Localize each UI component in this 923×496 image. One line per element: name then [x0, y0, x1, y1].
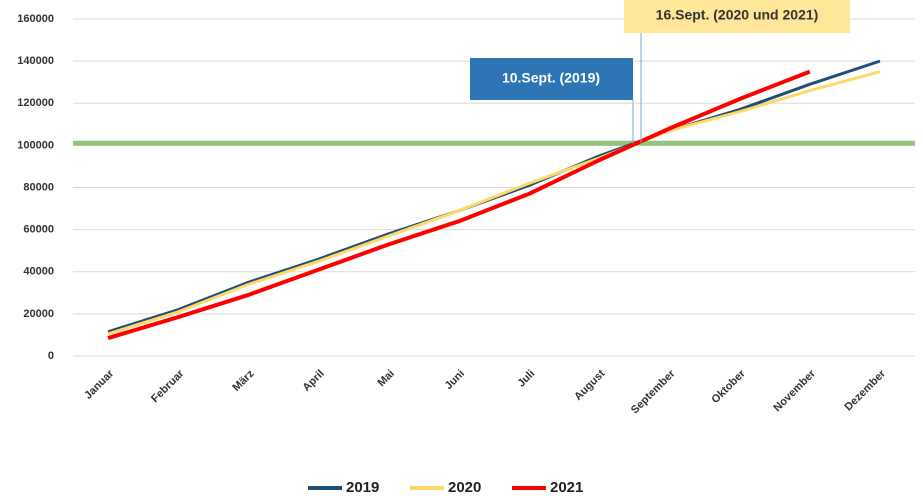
series-line — [107, 69, 811, 341]
y-tick-label: 20000 — [23, 308, 54, 320]
annotation: 10.Sept. (2019) — [502, 70, 600, 86]
x-tick-label: August — [572, 367, 608, 403]
annotation: 16.Sept. (2020 und 2021) — [656, 7, 819, 23]
x-tick-label: Juni — [443, 368, 467, 392]
x-tick-label: Februar — [149, 367, 187, 405]
annotation-box — [624, 0, 850, 33]
y-tick-label: 160000 — [17, 13, 54, 25]
y-tick-label: 120000 — [17, 97, 54, 109]
y-tick-label: 60000 — [23, 224, 54, 236]
x-tick-label: Januar — [82, 367, 117, 402]
legend: 2019 2020 2021 — [308, 479, 583, 496]
x-tick-label: Dezember — [842, 367, 888, 413]
y-tick-label: 80000 — [23, 181, 54, 193]
x-tick-label: September — [629, 367, 678, 416]
series-line — [107, 70, 881, 336]
annotation-box — [470, 58, 633, 100]
x-tick-label: Mai — [375, 368, 396, 389]
x-tick-label: März — [230, 367, 257, 394]
legend-label: 2019 — [346, 479, 379, 496]
y-tick-label: 100000 — [17, 139, 54, 151]
y-tick-label: 0 — [48, 350, 54, 362]
x-tick-label: Juli — [515, 368, 537, 390]
legend-label: 2020 — [448, 479, 481, 496]
x-tick-label: November — [771, 367, 818, 414]
y-tick-label: 40000 — [23, 266, 54, 278]
x-tick-label: April — [301, 368, 327, 394]
y-tick-label: 140000 — [17, 55, 54, 67]
x-tick-label: Oktober — [709, 367, 748, 406]
legend-label: 2021 — [550, 479, 583, 496]
